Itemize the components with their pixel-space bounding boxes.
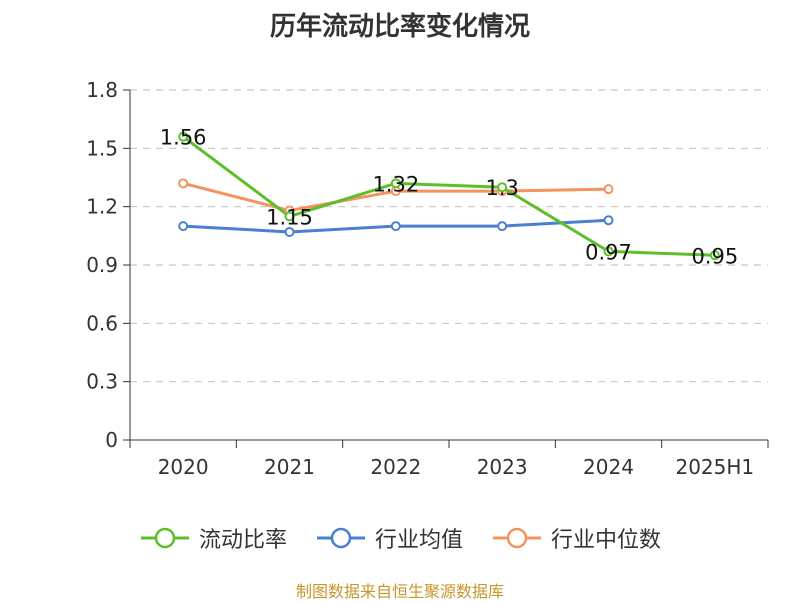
chart-title: 历年流动比率变化情况 (269, 12, 530, 42)
data-label: 1.56 (160, 126, 207, 150)
x-tick-label: 2022 (370, 455, 421, 479)
data-label: 0.97 (585, 240, 632, 264)
data-labels: 1.56 1.15 1.32 1.3 0.97 0.95 (160, 126, 738, 269)
legend-item[interactable]: 行业中位数 (491, 522, 661, 554)
series-lines (182, 135, 715, 257)
legend-label: 行业均值 (374, 528, 463, 553)
grid-lines (130, 89, 768, 383)
y-tick-label: 1.2 (86, 195, 118, 219)
y-tick-label: 0.6 (86, 311, 118, 335)
data-point (178, 178, 189, 189)
data-point (284, 211, 295, 222)
legend-label: 流动比率 (198, 528, 287, 553)
data-point (284, 226, 295, 237)
legend-item[interactable]: 行业均值 (315, 522, 463, 554)
data-point (178, 221, 189, 232)
series-points (178, 131, 720, 261)
x-tick-label: 2020 (158, 455, 209, 479)
axes: 0 0.3 0.6 0.9 1.2 1.5 1.8 2020 2021 2022 2023 2024 2… (86, 78, 769, 479)
data-point (709, 250, 720, 261)
data-point (603, 184, 614, 195)
y-tick-label: 0.9 (86, 253, 118, 277)
y-tick-label: 1.5 (86, 136, 118, 160)
y-tick-label: 1.8 (86, 78, 118, 102)
legend-item[interactable]: 流动比率 (139, 522, 287, 554)
data-point (497, 221, 508, 232)
x-tick-label: 2021 (264, 455, 315, 479)
legend-label: 行业中位数 (551, 528, 662, 553)
data-label: 1.3 (485, 176, 518, 200)
line-chart: 0 0.3 0.6 0.9 1.2 1.5 1.8 2020 2021 2022 2023 2024 2… (86, 78, 769, 479)
y-tick-label: 0 (105, 428, 118, 452)
legend-line-icon (316, 527, 365, 549)
data-label: 1.15 (266, 205, 313, 229)
data-point (390, 178, 401, 189)
x-tick-label: 2025H1 (675, 455, 754, 479)
data-point (603, 215, 614, 226)
data-point (497, 182, 508, 193)
data-point (178, 131, 189, 142)
data-point (390, 221, 401, 232)
legend-line-icon (493, 527, 541, 549)
x-tick-label: 2023 (477, 455, 528, 479)
source-note: 制图数据来自恒生聚源数据库 (295, 582, 504, 601)
data-label: 1.32 (372, 172, 419, 196)
x-tick-label: 2024 (583, 455, 634, 479)
legend: 流动比率 行业均值 行业中位数 (0, 518, 800, 558)
legend-line-icon (140, 527, 189, 549)
y-tick-label: 0.3 (86, 370, 118, 394)
data-point (603, 246, 614, 257)
data-label: 0.95 (691, 244, 738, 268)
series-line (182, 135, 715, 257)
